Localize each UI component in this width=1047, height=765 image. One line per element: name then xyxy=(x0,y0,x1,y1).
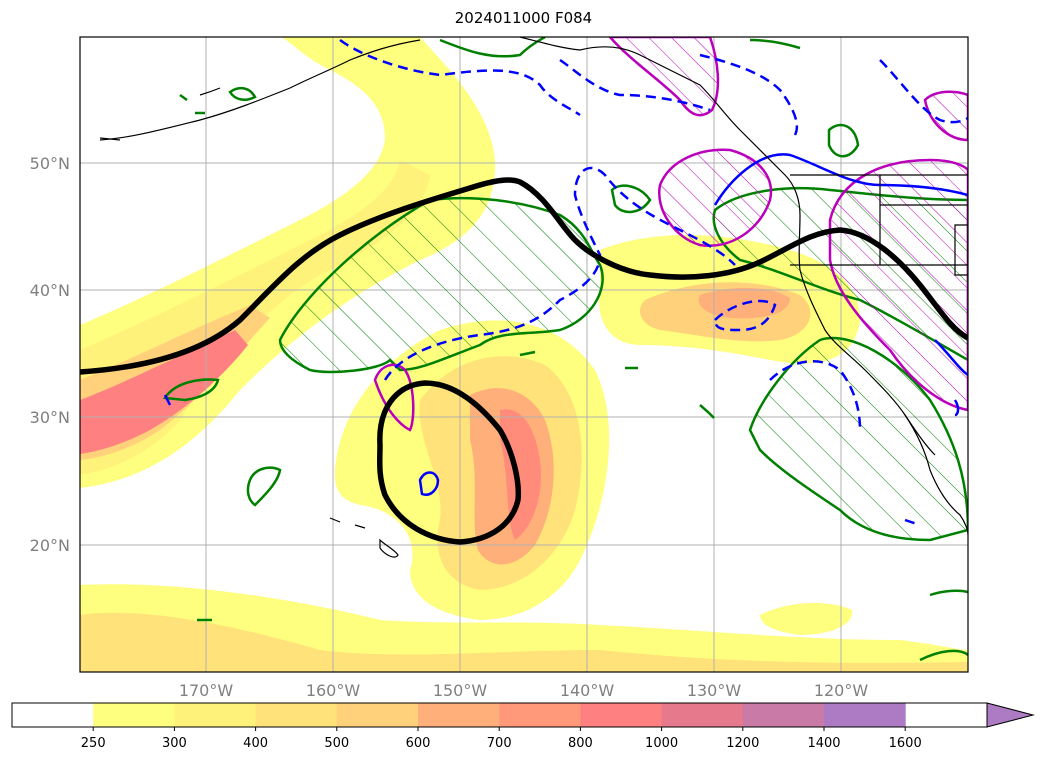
blue-dashed-north xyxy=(339,38,581,117)
blue-dashed-north-east xyxy=(699,53,799,136)
colorbar-tick-label: 600 xyxy=(406,736,431,751)
green-small-contours xyxy=(162,37,968,662)
colorbar-swatch xyxy=(174,703,257,727)
lat-label-30: 30°N xyxy=(30,408,70,427)
colorbar-tick-label: 1200 xyxy=(726,736,759,751)
coastlines xyxy=(99,37,968,558)
blue-solid-contours xyxy=(163,153,968,496)
lon-label-120w: 120°W xyxy=(814,681,869,700)
colorbar-tick-label: 800 xyxy=(568,736,593,751)
map-title: 2024011000 F084 xyxy=(454,9,593,27)
lon-label-130w: 130°W xyxy=(687,681,742,700)
colorbar-tick-label: 1400 xyxy=(807,736,840,751)
magenta-region-pnw xyxy=(657,148,773,248)
ivt-south-patch xyxy=(760,603,853,635)
colorbar-swatch xyxy=(661,703,744,727)
blue-solid-coast xyxy=(934,339,968,377)
lat-label-50: 50°N xyxy=(30,154,70,173)
lon-label-160w: 160°W xyxy=(306,681,361,700)
blue-dashed-ne xyxy=(879,59,968,124)
colorbar-swatch xyxy=(93,703,175,727)
colorbar-swatches xyxy=(12,703,906,727)
magenta-region-small xyxy=(373,363,415,432)
blue-dashed-mid xyxy=(713,299,777,332)
colorbar-tick-label: 250 xyxy=(81,736,106,751)
blue-solid-small xyxy=(418,471,440,496)
colorbar-swatch xyxy=(742,703,825,727)
map-border xyxy=(79,36,969,673)
colorbar-tick-label: 400 xyxy=(243,736,268,751)
colorbar-swatch xyxy=(418,703,500,727)
lon-label-140w: 140°W xyxy=(560,681,615,700)
black-contour-main xyxy=(80,177,968,375)
colorbar-ticks: 250 300 400 500 600 700 800 1000 1200 1400 1600 xyxy=(81,727,922,751)
coast-alaska-peninsula xyxy=(99,39,421,141)
black-contours xyxy=(80,177,968,545)
colorbar-swatch xyxy=(12,703,94,727)
colorbar-swatch xyxy=(824,703,906,727)
magenta-hatched-regions xyxy=(373,37,968,432)
blue-dashed-southeast xyxy=(769,360,862,431)
coast-gulf-alaska xyxy=(519,37,936,456)
colorbar-extend-arrow xyxy=(986,702,1035,728)
colorbar-swatch xyxy=(255,703,338,727)
map-area xyxy=(80,37,968,672)
magenta-region-nw-corner xyxy=(923,90,968,142)
state-borders xyxy=(790,174,968,276)
lat-label-40: 40°N xyxy=(30,281,70,300)
blue-dashed-contours xyxy=(339,38,968,527)
ivt-south-band-2 xyxy=(80,612,968,672)
island-hawaii xyxy=(329,517,399,558)
lon-label-150w: 150°W xyxy=(433,681,488,700)
latitude-labels: 50°N 40°N 30°N 20°N xyxy=(30,154,70,555)
colorbar-tick-label: 700 xyxy=(487,736,512,751)
colorbar-swatch xyxy=(336,703,419,727)
blue-dashed-se xyxy=(904,518,921,527)
colorbar-tick-label: 1600 xyxy=(889,736,922,751)
lon-label-170w: 170°W xyxy=(179,681,234,700)
colorbar-swatch xyxy=(580,703,663,727)
blue-solid-ne xyxy=(713,153,968,206)
blue-dashed-gulf xyxy=(559,58,711,112)
black-contour-low xyxy=(376,380,522,545)
colorbar-tick-label: 1000 xyxy=(645,736,678,751)
colorbar-tick-label: 500 xyxy=(324,736,349,751)
colorbar-tick-label: 300 xyxy=(162,736,187,751)
green-region-southeast xyxy=(748,336,968,542)
colorbar: 250 300 400 500 600 700 800 1000 1200 1400 1600 xyxy=(11,702,1035,751)
colorbar-swatch xyxy=(499,703,581,727)
ivt-subtropical-4 xyxy=(500,409,541,540)
magenta-region-gulf-alaska xyxy=(608,37,720,117)
lat-label-20: 20°N xyxy=(30,536,70,555)
longitude-labels: 170°W 160°W 150°W 140°W 130°W 120°W xyxy=(179,681,869,700)
coast-baja xyxy=(904,414,968,536)
